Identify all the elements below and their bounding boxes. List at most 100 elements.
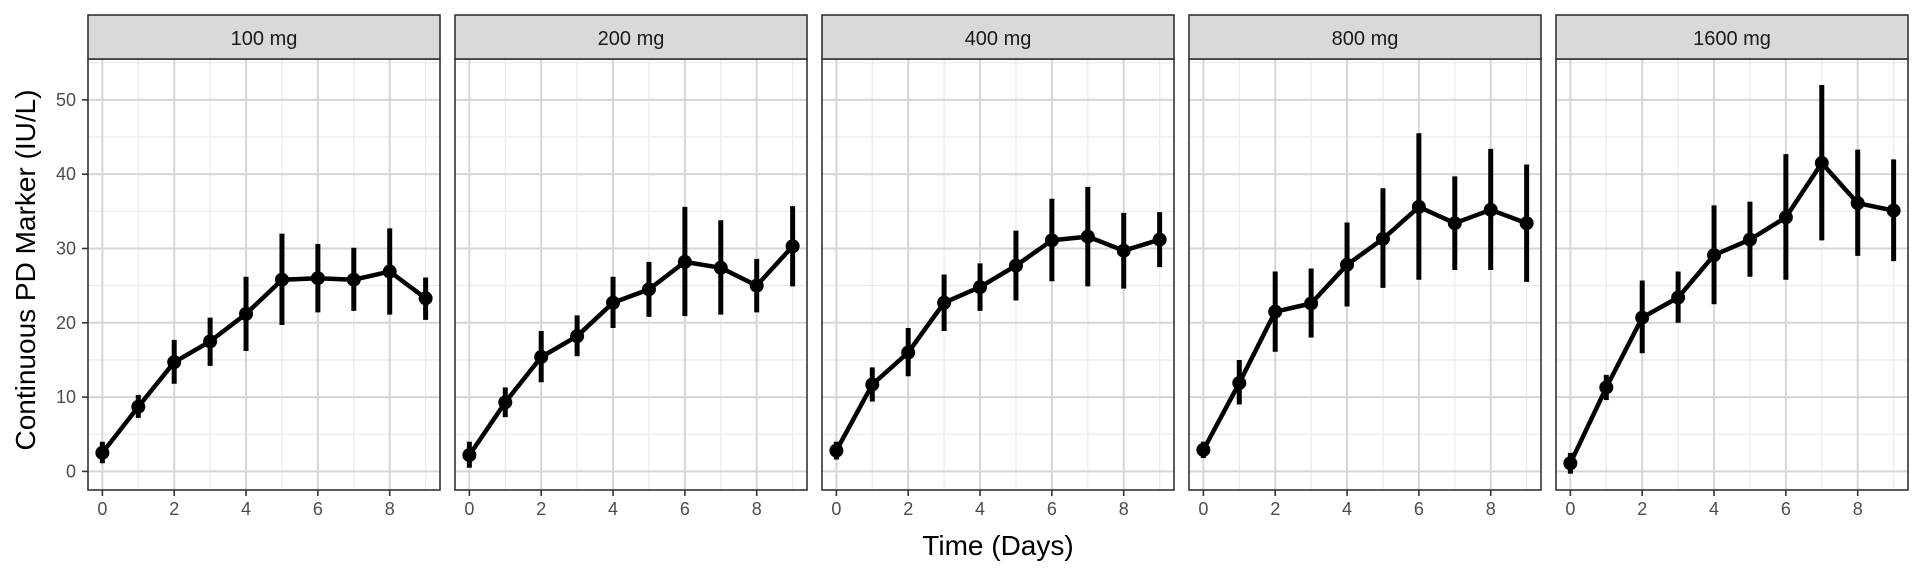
data-point xyxy=(1152,232,1167,247)
y-tick-label: 0 xyxy=(66,461,76,481)
data-point xyxy=(1080,229,1095,244)
y-tick-label: 20 xyxy=(56,313,76,333)
data-point xyxy=(785,239,800,254)
data-point xyxy=(641,282,656,297)
series-line xyxy=(834,234,1161,452)
data-point xyxy=(829,443,844,458)
x-tick-label: 2 xyxy=(169,499,179,519)
data-point xyxy=(1008,258,1023,273)
x-tick-label: 4 xyxy=(1342,499,1352,519)
panel-2: 200 mg 0 2 4 6 8 xyxy=(454,14,808,519)
data-point xyxy=(346,272,361,287)
y-tick-label: 10 xyxy=(56,387,76,407)
data-point xyxy=(131,399,146,414)
data-point xyxy=(1268,304,1283,319)
x-tick-label: 8 xyxy=(1853,499,1863,519)
x-tick-label: 4 xyxy=(975,499,985,519)
x-tick-label: 6 xyxy=(1781,499,1791,519)
series-line xyxy=(467,244,795,457)
data-point xyxy=(418,291,433,306)
data-point xyxy=(203,334,218,349)
data-point xyxy=(677,254,692,269)
panel-background xyxy=(1189,59,1541,490)
y-tick-label: 50 xyxy=(56,90,76,110)
data-point xyxy=(534,349,549,364)
data-point xyxy=(1304,296,1319,311)
data-point xyxy=(1196,442,1211,457)
y-axis-title: Continuous PD Marker (IU/L) xyxy=(10,89,41,450)
data-point xyxy=(1886,203,1901,218)
data-point xyxy=(498,395,513,410)
x-tick-label: 0 xyxy=(464,499,474,519)
x-axis-title: Time (Days) xyxy=(922,530,1073,561)
x-tick-label: 2 xyxy=(903,499,913,519)
data-point xyxy=(973,280,988,295)
panel-background xyxy=(1556,59,1908,490)
data-point xyxy=(95,445,110,460)
data-point xyxy=(382,264,397,279)
x-tick-label: 2 xyxy=(1270,499,1280,519)
data-point xyxy=(1814,156,1829,171)
facet-strip-label: 1600 mg xyxy=(1693,28,1771,50)
x-tick-label: 8 xyxy=(385,499,395,519)
data-point xyxy=(1563,456,1578,471)
x-tick-label: 8 xyxy=(752,499,762,519)
facet-strip xyxy=(1555,14,1909,60)
data-point xyxy=(1635,310,1650,325)
series-line xyxy=(1568,160,1895,465)
data-point xyxy=(1850,196,1865,211)
data-point xyxy=(901,345,916,360)
data-point xyxy=(1447,216,1462,231)
data-point xyxy=(462,448,477,463)
data-point xyxy=(713,260,728,275)
facet-strip xyxy=(1188,14,1542,60)
data-point xyxy=(1519,216,1534,231)
panel-1: 100 mg 0 2 4 6 8 0 10 20 30 40 50 xyxy=(56,14,441,519)
data-point xyxy=(1375,231,1390,246)
x-tick-label: 4 xyxy=(1709,499,1719,519)
panel-5: 1600 mg 0 2 4 6 8 xyxy=(1555,14,1909,519)
data-point xyxy=(167,355,182,370)
data-point xyxy=(310,271,325,286)
data-point xyxy=(1044,233,1059,248)
data-point xyxy=(274,272,289,287)
facet-strip-label: 200 mg xyxy=(598,28,665,50)
data-point xyxy=(1232,375,1247,390)
data-point xyxy=(1707,248,1722,263)
data-point xyxy=(749,278,764,293)
x-tick-label: 8 xyxy=(1486,499,1496,519)
data-point xyxy=(1778,210,1793,225)
data-point xyxy=(1671,290,1686,305)
x-tick-label: 0 xyxy=(1565,499,1575,519)
data-point xyxy=(865,377,880,392)
x-tick-label: 6 xyxy=(313,499,323,519)
x-tick-label: 6 xyxy=(1414,499,1424,519)
x-tick-label: 2 xyxy=(1637,499,1647,519)
facet-strip xyxy=(454,14,808,60)
x-tick-label: 4 xyxy=(608,499,618,519)
facet-strip-label: 400 mg xyxy=(965,28,1032,50)
data-point xyxy=(1483,202,1498,217)
data-point xyxy=(1599,380,1614,395)
data-point xyxy=(1742,232,1757,247)
data-point xyxy=(239,306,254,321)
data-point xyxy=(1411,199,1426,214)
facet-strip-label: 100 mg xyxy=(231,28,298,50)
x-tick-label: 8 xyxy=(1119,499,1129,519)
x-tick-label: 0 xyxy=(97,499,107,519)
x-tick-label: 6 xyxy=(1047,499,1057,519)
x-tick-label: 0 xyxy=(1198,499,1208,519)
series-line xyxy=(100,269,427,455)
facet-strip xyxy=(87,14,441,60)
x-tick-label: 6 xyxy=(680,499,690,519)
data-point xyxy=(570,329,585,344)
panel-background xyxy=(455,59,807,490)
data-point xyxy=(606,295,621,310)
y-tick-label: 40 xyxy=(56,164,76,184)
panel-3: 400 mg 0 2 4 6 8 xyxy=(821,14,1175,519)
x-tick-label: 4 xyxy=(241,499,251,519)
facet-strip xyxy=(821,14,1175,60)
